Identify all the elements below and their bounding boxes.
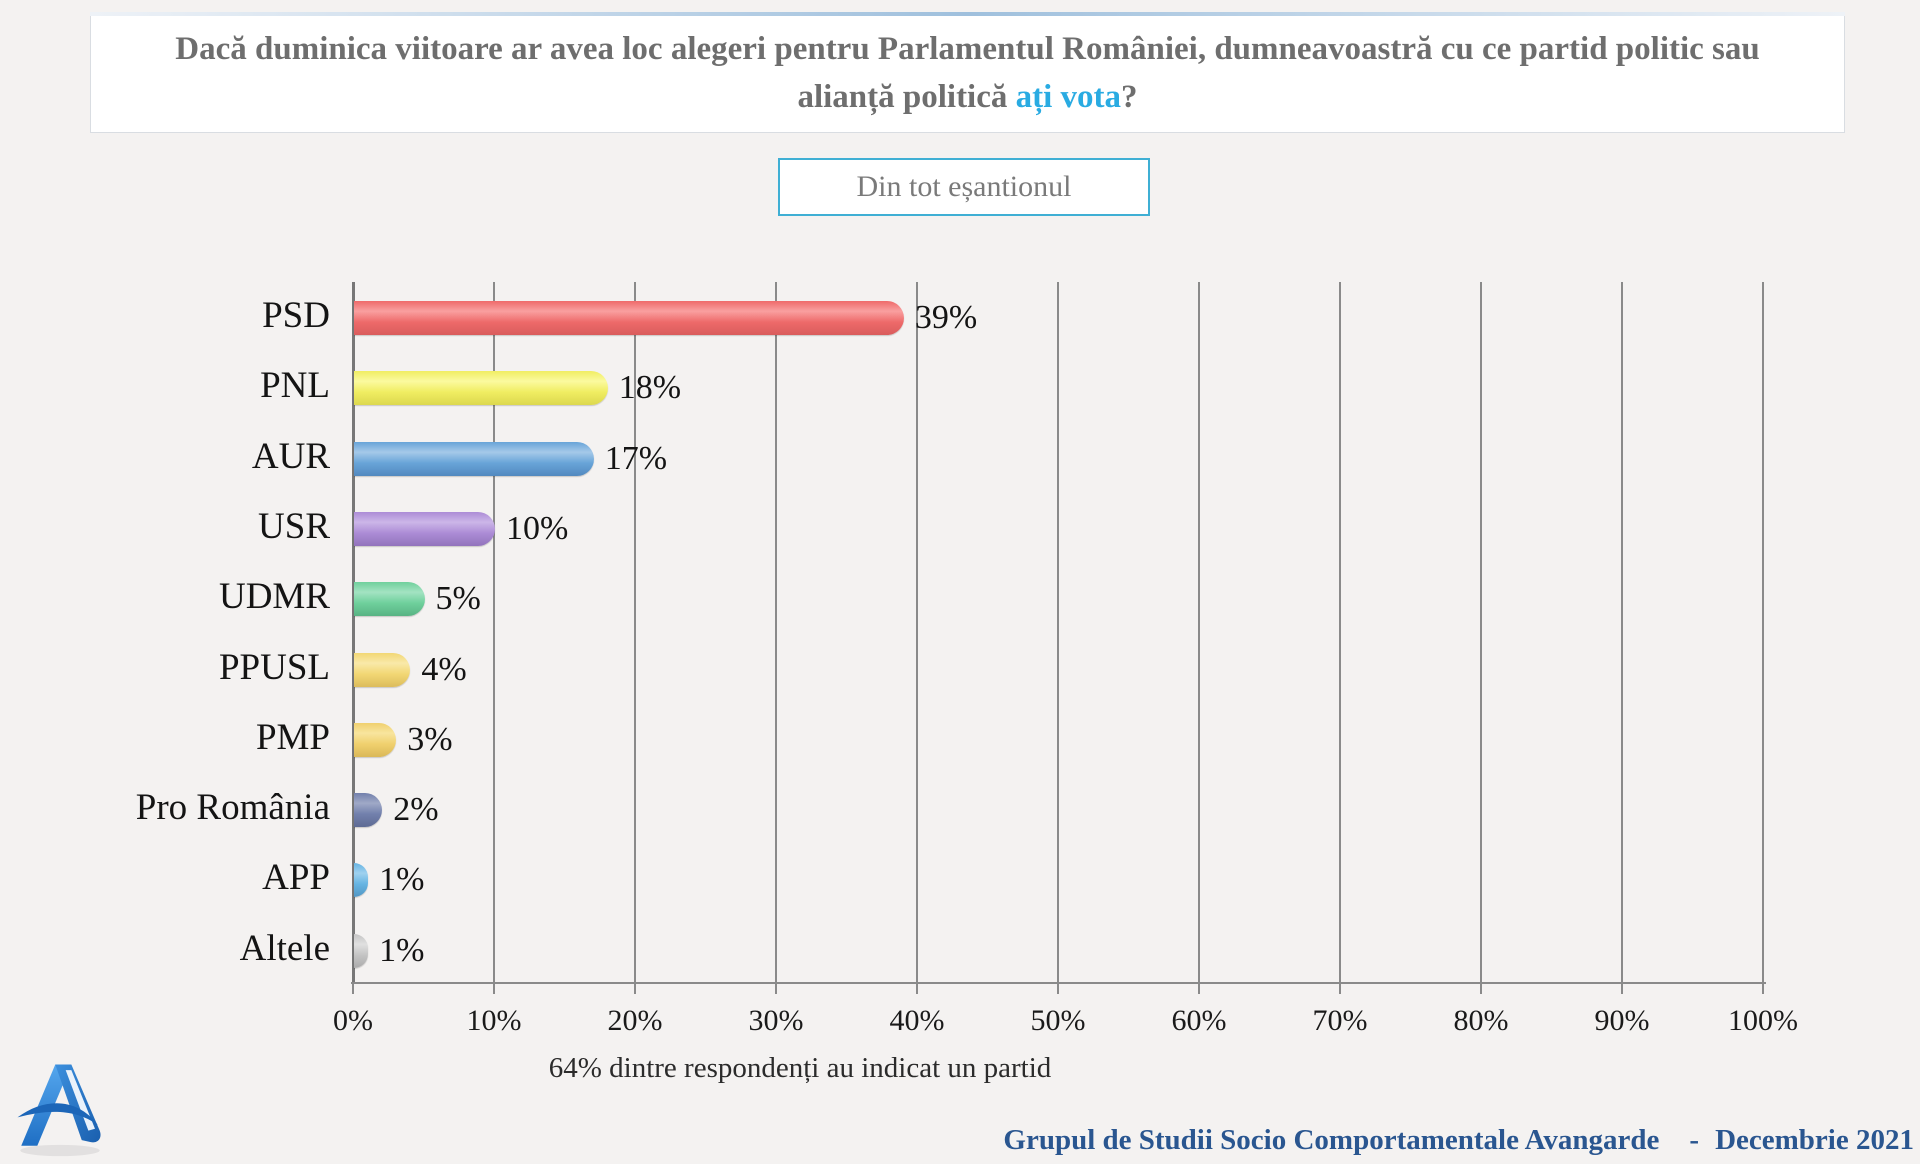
chart-caption: 64% dintre respondenți au indicat un par… xyxy=(548,1052,1052,1084)
gridline xyxy=(775,282,777,982)
category-label-pmp: PMP xyxy=(255,716,330,758)
source-date: Decembrie 2021 xyxy=(1715,1124,1914,1156)
axis-tick xyxy=(1057,984,1059,994)
axis-tick xyxy=(1339,984,1341,994)
question-title: Dacă duminica viitoare ar avea loc alege… xyxy=(148,26,1788,122)
gridline xyxy=(1621,282,1623,982)
category-label-altele: Altele xyxy=(239,927,330,969)
category-label-pro-rom-nia: Pro România xyxy=(135,787,330,829)
value-label-udmr: 5% xyxy=(435,580,481,618)
value-label-app: 1% xyxy=(379,861,425,899)
x-tick-label: 90% xyxy=(1594,1004,1650,1037)
value-label-aur: 17% xyxy=(604,439,668,477)
bar-chart: 0% 10% 20% 30% 40% 50% 60% 70% 80% 90% 100% PSD 39% P… xyxy=(136,282,1798,1037)
axis-tick xyxy=(1480,984,1482,994)
axis-tick xyxy=(775,984,777,994)
x-tick-label: 50% xyxy=(1030,1004,1086,1037)
category-label-psd: PSD xyxy=(262,295,330,336)
category-label-app: APP xyxy=(262,857,330,899)
category-label-pnl: PNL xyxy=(260,365,330,407)
axis-tick xyxy=(1762,984,1764,994)
axis-tick xyxy=(1198,984,1200,994)
x-tick-label: 30% xyxy=(748,1004,804,1037)
axis-tick xyxy=(352,984,354,994)
bar-aur xyxy=(354,441,594,476)
bar-pro-rom-nia xyxy=(354,793,383,828)
x-tick-label: 100% xyxy=(1728,1004,1798,1037)
x-axis-line xyxy=(351,982,1766,984)
bar-altele xyxy=(354,933,369,968)
x-tick-label: 60% xyxy=(1171,1004,1227,1037)
value-label-altele: 1% xyxy=(379,931,425,969)
sample-scope-label: Din tot eșantionul xyxy=(856,170,1072,203)
category-label-usr: USR xyxy=(258,505,330,547)
axis-tick xyxy=(1621,984,1623,994)
x-tick-label: 20% xyxy=(607,1004,663,1037)
source-name: Grupul de Studii Socio Comportamentale A… xyxy=(1003,1124,1660,1156)
gridline xyxy=(1480,282,1482,982)
source-footer: Grupul de Studii Socio Comportamentale A… xyxy=(1003,1124,1914,1157)
value-label-pro-rom-nia: 2% xyxy=(393,791,439,829)
x-tick-label: 10% xyxy=(466,1004,522,1037)
x-tick-label: 70% xyxy=(1312,1004,1368,1037)
gridline xyxy=(493,282,495,982)
gridline xyxy=(634,282,636,982)
bar-udmr xyxy=(354,582,425,617)
category-label-aur: AUR xyxy=(251,435,330,477)
bar-pmp xyxy=(354,722,397,757)
value-label-pnl: 18% xyxy=(618,369,682,407)
question-title-highlight: ați vota xyxy=(1015,78,1122,115)
avangarde-logo-icon xyxy=(17,1064,101,1157)
category-label-udmr: UDMR xyxy=(218,576,330,618)
x-tick-label: 0% xyxy=(333,1004,373,1037)
x-tick-label: 40% xyxy=(889,1004,945,1037)
gridline xyxy=(1198,282,1200,982)
y-axis-line xyxy=(352,282,355,982)
axis-tick xyxy=(634,984,636,994)
axis-tick xyxy=(916,984,918,994)
bar-pnl xyxy=(354,371,608,406)
gridline xyxy=(916,282,918,982)
bar-ppusl xyxy=(354,652,411,687)
value-label-ppusl: 4% xyxy=(421,650,467,688)
gridline xyxy=(1057,282,1059,982)
question-title-text: Dacă duminica viitoare ar avea loc alege… xyxy=(175,30,1760,115)
source-separator: - xyxy=(1689,1124,1700,1156)
question-title-box: Dacă duminica viitoare ar avea loc alege… xyxy=(90,12,1845,133)
sample-scope-box: Din tot eșantionul xyxy=(778,158,1150,216)
value-label-pmp: 3% xyxy=(407,720,453,758)
value-label-usr: 10% xyxy=(506,509,569,547)
x-tick-label: 80% xyxy=(1453,1004,1509,1037)
category-label-ppusl: PPUSL xyxy=(218,646,330,688)
value-label-psd: 39% xyxy=(914,299,978,336)
bar-app xyxy=(354,863,369,898)
gridline xyxy=(1339,282,1341,982)
bar-psd xyxy=(354,301,904,335)
bar-usr xyxy=(354,511,495,546)
avangarde-logo xyxy=(8,1055,112,1159)
question-title-question-mark: ? xyxy=(1121,78,1138,115)
gridline xyxy=(1762,282,1764,982)
axis-tick xyxy=(493,984,495,994)
